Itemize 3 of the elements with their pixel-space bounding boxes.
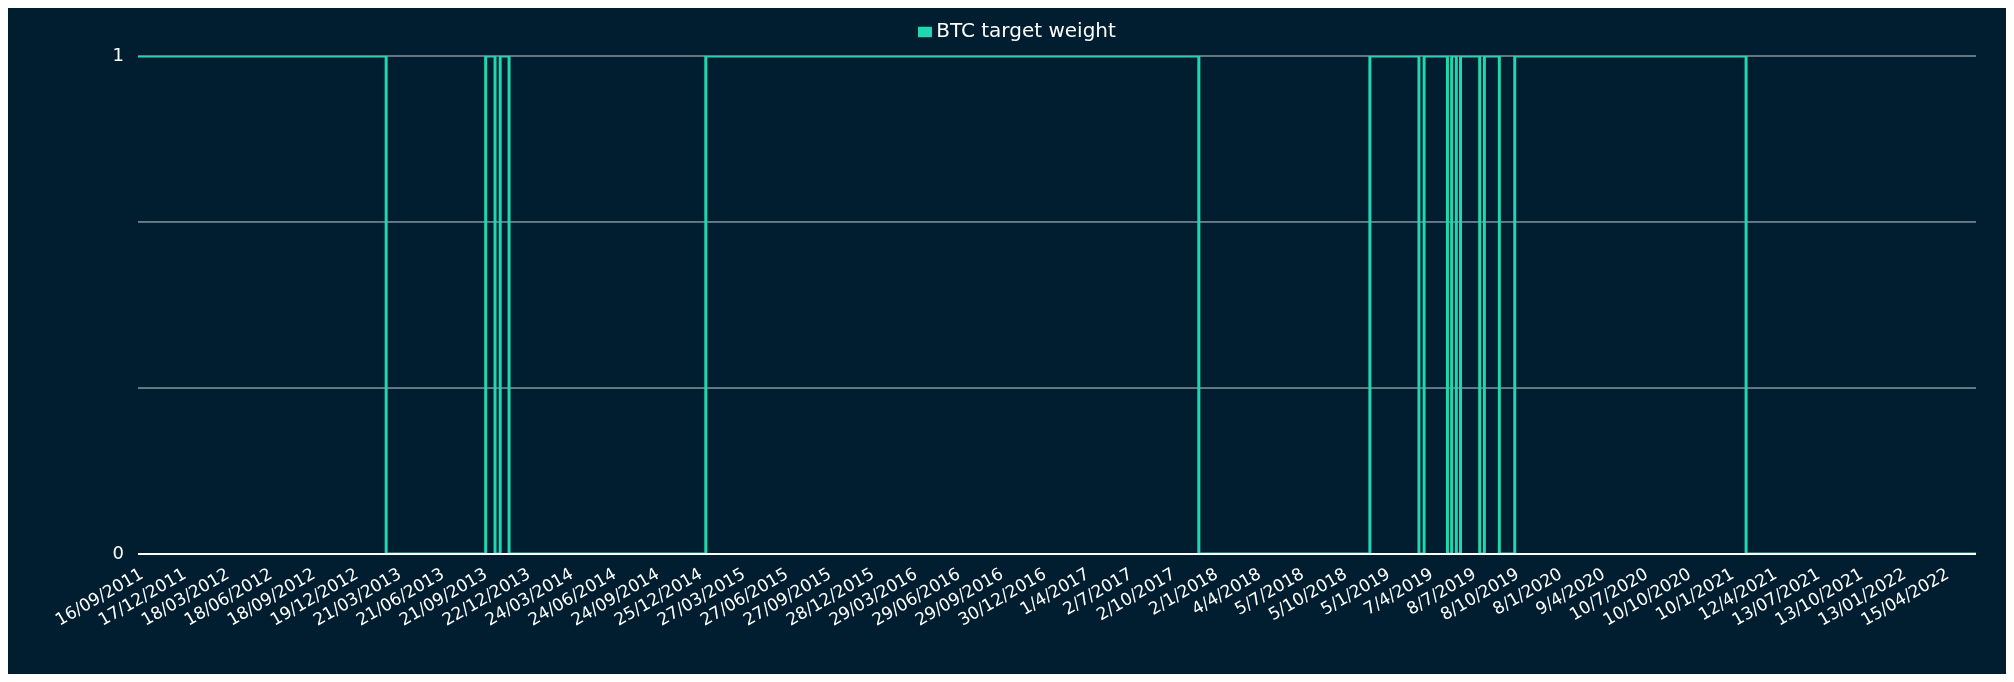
legend-label: BTC target weight — [936, 18, 1116, 42]
y-tick-label: 0 — [112, 542, 124, 563]
y-tick-label: 1 — [112, 44, 124, 65]
